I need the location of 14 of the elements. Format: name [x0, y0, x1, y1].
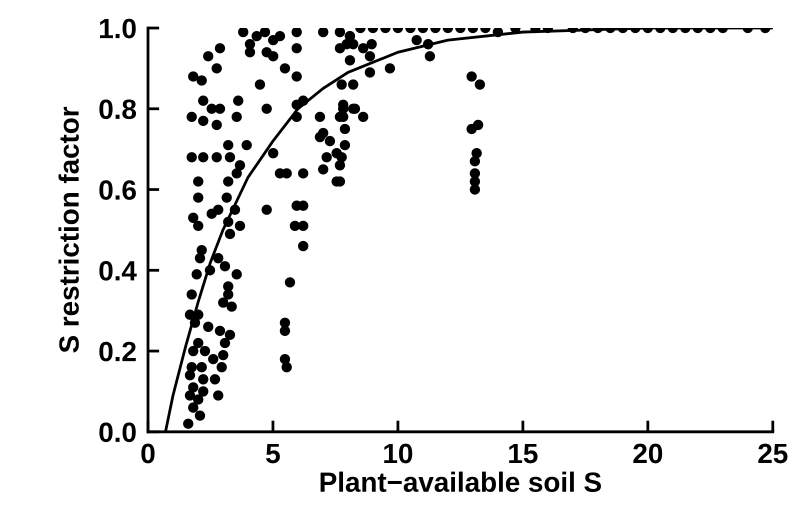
y-tick-label: 0.0: [99, 422, 136, 442]
x-tick-label: 25: [758, 444, 788, 464]
x-tick-label: 0: [141, 444, 155, 464]
y-tick-label: 0.6: [99, 180, 136, 200]
x-tick-label: 15: [509, 444, 538, 464]
y-tick-label: 0.4: [99, 260, 137, 281]
y-tick-label: 0.2: [99, 342, 136, 362]
x-tick-label: 5: [266, 444, 280, 464]
y-tick-label: 0.8: [99, 99, 136, 120]
y-axis-title: S restriction factor: [58, 106, 79, 353]
x-tick-label: 10: [384, 444, 412, 464]
x-axis-title: Plant−available soil S: [320, 472, 601, 492]
y-tick-label: 1.0: [100, 18, 136, 38]
x-tick-label: 20: [633, 444, 662, 464]
